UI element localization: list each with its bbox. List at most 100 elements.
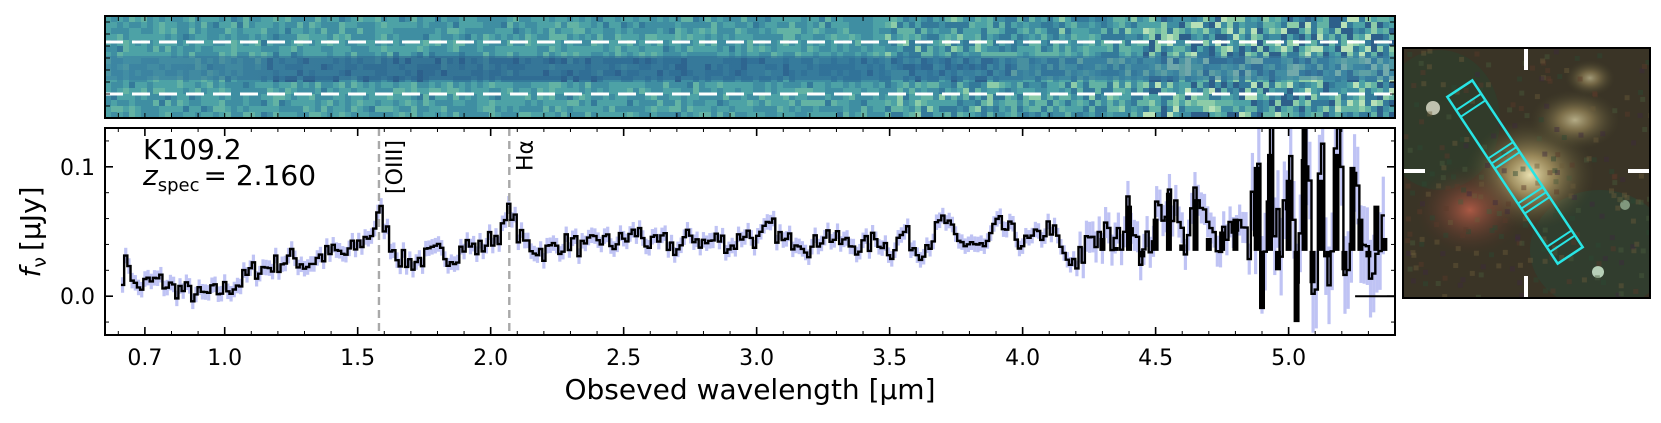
spectrum-2d-pixel (147, 106, 154, 113)
spectrum-2d-pixel (531, 106, 538, 113)
spectrum-2d-pixel (1113, 52, 1120, 59)
spectrum-2d-pixel (855, 106, 862, 113)
spectrum-2d-pixel (1083, 112, 1090, 118)
slit-shutter-line (1490, 146, 1518, 165)
spectrum-2d-pixel (585, 112, 592, 118)
spectrum-2d-pixel (177, 52, 184, 59)
spectrum-2d-pixel (975, 94, 982, 101)
spectrum-2d-pixel (321, 28, 328, 35)
thumbnail-pixel (1630, 244, 1636, 250)
spectrum-2d-pixel (273, 88, 280, 95)
thumbnail-pixel (1440, 175, 1446, 181)
thumbnail-pixel (1590, 106, 1596, 112)
spectrum-2d-pixel (933, 112, 940, 118)
spectrum-2d-pixel (681, 94, 688, 101)
spectrum-2d-pixel (591, 88, 598, 95)
thumbnail-pixel (1592, 92, 1598, 98)
spectrum-2d-pixel (1083, 28, 1090, 35)
spectrum-2d-pixel (1287, 22, 1294, 29)
spectrum-2d-pixel (825, 16, 832, 23)
spectrum-2d-pixel (831, 100, 838, 107)
spectrum-2d-pixel (639, 106, 646, 113)
spectrum-2d-pixel (1383, 46, 1390, 53)
spectrum-2d-pixel (615, 112, 622, 118)
spectrum-2d-pixel (219, 34, 226, 41)
spectrum-2d-pixel (1383, 22, 1390, 29)
spectrum-2d-pixel (453, 16, 460, 23)
thumbnail-pixel (1463, 88, 1469, 93)
spectrum-2d-pixel (981, 22, 988, 29)
spectrum-2d-pixel (525, 82, 532, 89)
spectrum-2d-pixel (147, 16, 154, 23)
thumbnail-pixel (1589, 201, 1595, 207)
y-axis-unit: [μJy] (14, 187, 47, 252)
spectrum-2d-pixel (831, 16, 838, 23)
spectrum-2d-pixel (351, 52, 358, 59)
spectrum-2d-pixel (1095, 46, 1102, 53)
spectrum-2d-pixel (849, 106, 856, 113)
thumbnail-pixel (1552, 168, 1558, 174)
spectrum-2d-pixel (1371, 16, 1378, 23)
spectrum-2d-pixel (369, 100, 376, 107)
spectrum-2d-pixel (1167, 94, 1174, 101)
spectrum-2d-pixel (975, 106, 982, 113)
spectrum-2d-pixel (303, 82, 310, 89)
spectrum-2d-pixel (783, 28, 790, 35)
spectrum-2d-pixel (423, 112, 430, 118)
spectrum-2d-pixel (447, 100, 454, 107)
spectrum-2d-pixel (1179, 52, 1186, 59)
spectrum-2d-pixel (771, 94, 778, 101)
spectrum-2d-pixel (117, 22, 124, 29)
spectrum-2d-pixel (249, 52, 256, 59)
spectrum-2d-pixel (807, 100, 814, 107)
spectrum-2d-pixel (1371, 28, 1378, 35)
spectrum-2d-pixel (825, 40, 832, 47)
spectrum-2d-pixel (837, 16, 844, 23)
spectrum-2d-pixel (735, 100, 742, 107)
spectrum-2d-pixel (1239, 34, 1246, 41)
spectrum-2d-pixel (165, 112, 172, 118)
spectrum-2d-pixel (933, 94, 940, 101)
spectrum-2d-pixel (951, 100, 958, 107)
spectrum-2d-pixel (1017, 40, 1024, 47)
x-axis-title: Obseved wavelength [μm] (564, 373, 935, 406)
spectrum-2d-pixel (447, 22, 454, 29)
spectrum-2d-pixel (123, 16, 130, 23)
spectrum-2d-pixel (1131, 88, 1138, 95)
spectrum-2d-pixel (945, 106, 952, 113)
spectrum-2d-pixel (915, 52, 922, 59)
spectrum-2d-pixel (1281, 34, 1288, 41)
spectrum-2d-pixel (1143, 16, 1150, 23)
spectrum-2d-pixel (453, 46, 460, 53)
thumbnail-pixel (1620, 177, 1626, 183)
spectrum-2d-pixel (183, 88, 190, 95)
spectrum-2d-pixel (411, 28, 418, 35)
spectrum-2d-pixel (1371, 94, 1378, 101)
spectrum-2d-pixel (477, 16, 484, 23)
thumbnail-pixel (1463, 143, 1469, 149)
spectrum-2d-pixel (897, 16, 904, 23)
spectrum-2d-pixel (261, 88, 268, 95)
spectrum-2d-pixel (1293, 112, 1300, 118)
spectrum-2d-pixel (255, 16, 262, 23)
spectrum-2d-pixel (465, 16, 472, 23)
spectrum-2d-pixel (1311, 52, 1318, 59)
spectrum-2d-pixel (555, 52, 562, 59)
spectrum-2d-pixel (141, 34, 148, 41)
spectrum-2d-pixel (285, 34, 292, 41)
spectrum-2d-pixel (513, 52, 520, 59)
spectrum-2d-pixel (615, 88, 622, 95)
spectrum-2d-pixel (801, 28, 808, 35)
spectrum-2d-pixel (561, 82, 568, 89)
spectrum-2d-pixel (231, 88, 238, 95)
spectrum-2d-pixel (309, 46, 316, 53)
spectrum-2d-pixel (879, 52, 886, 59)
spectrum-2d-pixel (291, 46, 298, 53)
spectrum-2d-pixel (663, 112, 670, 118)
spectrum-2d-pixel (537, 28, 544, 35)
spectrum-2d-pixel (1227, 112, 1234, 118)
spectrum-2d-pixel (1005, 112, 1012, 118)
spectrum-2d-pixel (273, 28, 280, 35)
spectrum-2d-pixel (297, 16, 304, 23)
spectrum-2d-pixel (435, 34, 442, 41)
